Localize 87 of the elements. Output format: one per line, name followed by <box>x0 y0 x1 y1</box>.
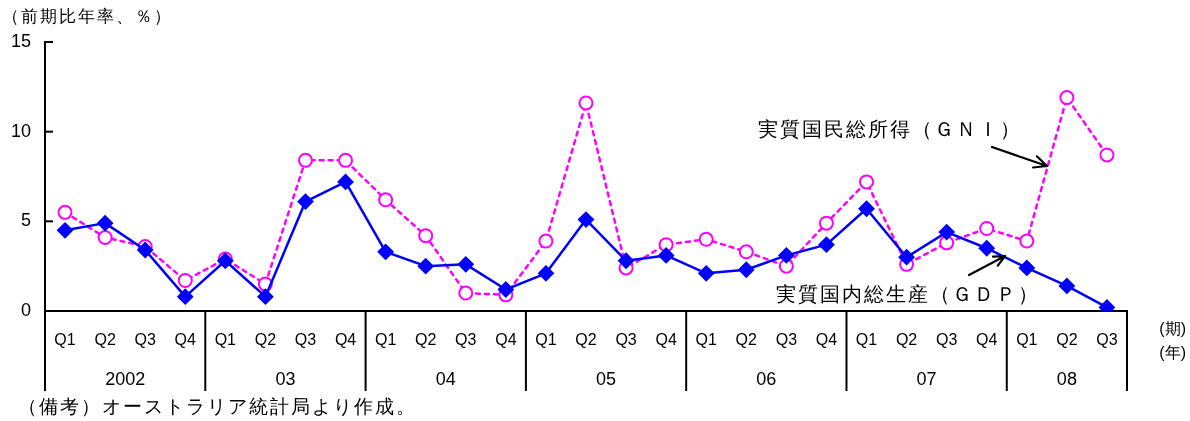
point <box>97 215 114 232</box>
point <box>377 243 394 260</box>
y-tick-label: 10 <box>10 120 31 141</box>
point <box>618 252 635 269</box>
point <box>177 273 193 289</box>
point <box>338 152 354 168</box>
x-tick-label: Q1 <box>535 331 557 349</box>
point <box>497 281 514 298</box>
point <box>818 236 835 253</box>
x-tick-label: Q3 <box>935 331 958 349</box>
x-tick-label: Q4 <box>334 331 357 349</box>
text: 08 <box>1056 368 1077 389</box>
point <box>1059 90 1075 106</box>
x-tick-label: Q3 <box>455 331 477 349</box>
x-tick-label: Q3 <box>134 331 156 349</box>
x-tick-label: Q1 <box>374 331 397 349</box>
point <box>1019 233 1035 249</box>
text: （備考）オーストラリア統計局より作成。 <box>18 396 417 418</box>
x-tick-label: Q4 <box>495 331 517 349</box>
y-tick-label: 0 <box>20 299 31 320</box>
x-tick-label: Q1 <box>855 331 878 349</box>
x-tick-label: Q3 <box>615 331 637 349</box>
point <box>57 204 73 220</box>
y-axis-title: （前期比年率、％） <box>2 6 173 26</box>
x-tick-label: Q2 <box>94 331 116 349</box>
point <box>97 229 113 245</box>
point <box>738 244 754 260</box>
point <box>859 174 875 190</box>
x-tick-label: Q4 <box>655 331 677 349</box>
point <box>698 231 714 247</box>
point <box>458 285 474 301</box>
y-tick-label: 5 <box>20 210 31 231</box>
x-tick-label: Q4 <box>976 331 998 349</box>
point <box>1099 147 1115 163</box>
point <box>337 173 354 190</box>
point <box>538 233 554 249</box>
point <box>578 95 594 111</box>
x-tick-label: Q1 <box>214 331 237 349</box>
point <box>858 200 875 217</box>
point <box>1058 277 1075 294</box>
x-tick-label: Q4 <box>174 331 197 349</box>
x-tick-label: Q4 <box>815 331 838 349</box>
text: 2002 <box>105 368 146 389</box>
point <box>938 224 955 241</box>
text: 07 <box>916 368 937 389</box>
x-tick-label: Q3 <box>775 331 798 349</box>
point <box>457 256 474 273</box>
x-tick-label: Q2 <box>254 331 277 349</box>
x-tick-label: Q1 <box>695 331 717 349</box>
point <box>898 249 915 266</box>
x-tick-label: Q1 <box>1016 331 1038 349</box>
text: (年) <box>1159 344 1186 362</box>
point <box>297 193 314 210</box>
point <box>418 228 434 244</box>
point <box>979 221 995 237</box>
point <box>417 258 434 275</box>
point <box>738 261 755 278</box>
x-axis-title: (期) <box>1159 320 1186 338</box>
x-tick-label: Q3 <box>294 331 317 349</box>
series-label: 実質国民総所得（ＧＮＩ） <box>758 117 1022 140</box>
x-tick-label: Q2 <box>575 331 597 349</box>
x-tick-label: Q1 <box>54 331 76 349</box>
x-tick-label: Q2 <box>415 331 437 349</box>
x-tick-label: Q2 <box>735 331 758 349</box>
series-label: 実質国内総生産（ＧＤＰ） <box>776 282 1040 305</box>
text: 04 <box>435 368 456 389</box>
point <box>57 222 74 239</box>
text: 05 <box>596 368 617 389</box>
point <box>698 265 715 282</box>
x-tick-label: Q3 <box>1096 331 1118 349</box>
point <box>818 215 834 231</box>
point <box>137 242 154 259</box>
text: 03 <box>275 368 296 389</box>
point <box>177 288 194 305</box>
x-tick-label: Q2 <box>1056 331 1078 349</box>
x-tick-label: Q2 <box>895 331 918 349</box>
point <box>297 152 313 168</box>
point <box>778 247 795 264</box>
point <box>1018 259 1035 276</box>
text: 06 <box>756 368 777 389</box>
point <box>257 288 274 305</box>
point <box>658 247 675 264</box>
point <box>978 240 995 257</box>
point <box>578 211 594 228</box>
point <box>537 265 554 282</box>
point <box>378 192 394 208</box>
y-tick-label: 15 <box>10 30 31 51</box>
